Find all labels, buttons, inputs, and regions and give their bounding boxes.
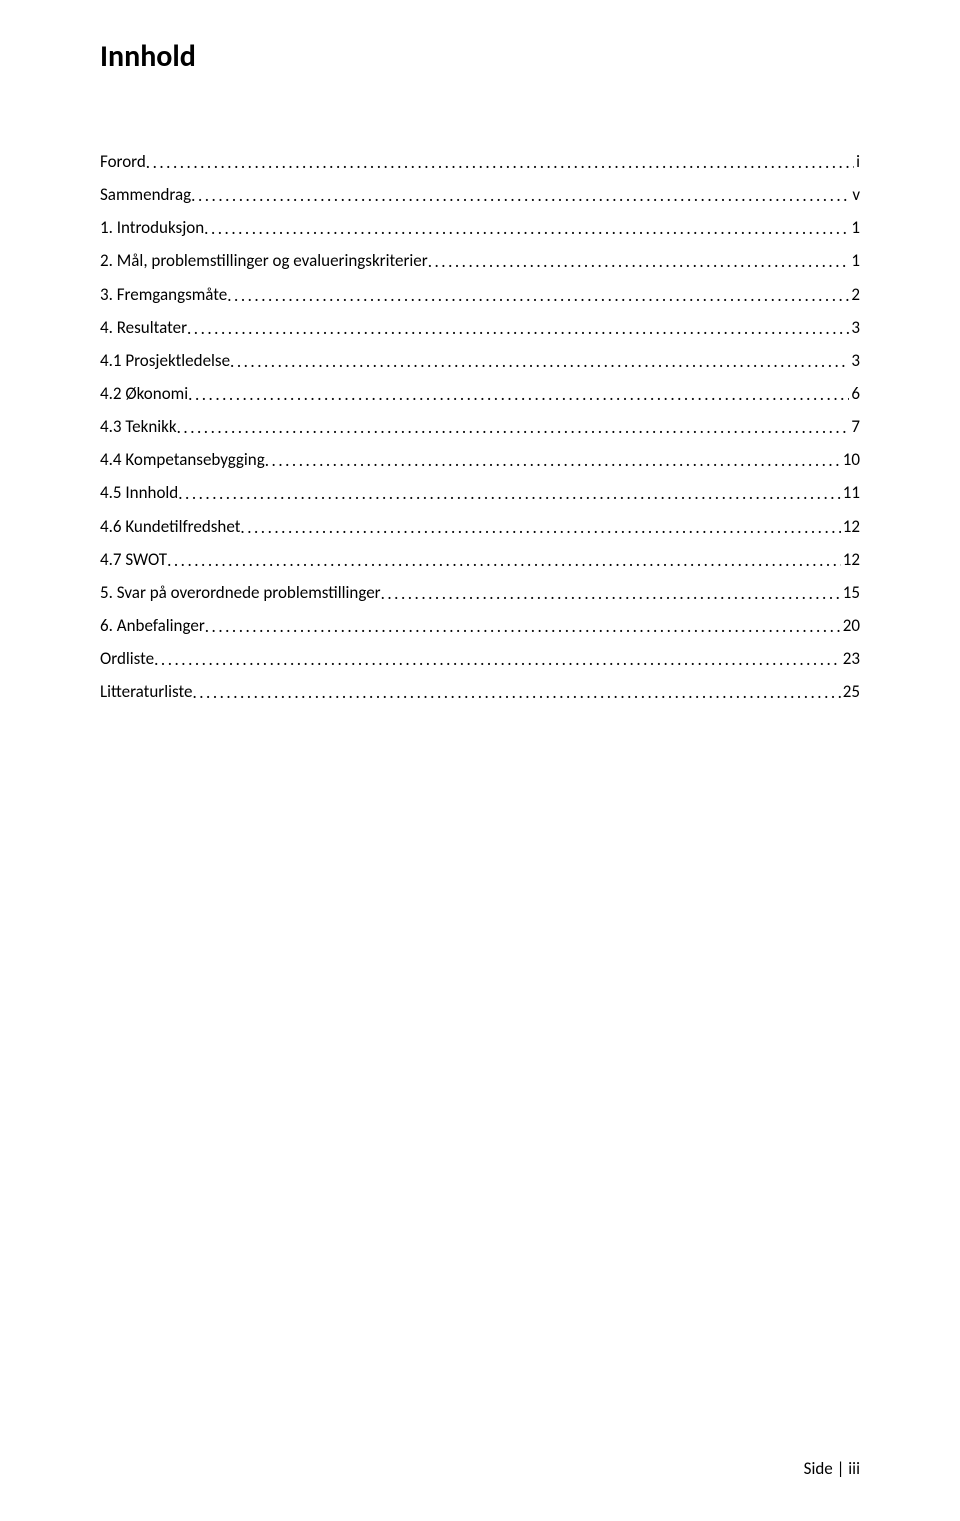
toc-leader-dots [167,544,841,577]
page-footer: Side | iii [804,1458,860,1479]
toc-entry: 1. Introduksjon 1 [100,211,860,244]
toc-entry-label: Ordliste [100,642,154,675]
toc-leader-dots [177,411,850,444]
toc-entry-label: Sammendrag [100,178,191,211]
toc-entry-page: 1 [849,244,860,277]
toc-entry-page: 23 [841,642,860,675]
toc-title: Innhold [100,38,860,75]
toc-entry: Sammendrag v [100,178,860,211]
toc-entry-label: 1. Introduksjon [100,211,204,244]
toc-entry: 4.2 Økonomi 6 [100,377,860,410]
page-container: Innhold Forord i Sammendrag v 1. Introdu… [0,0,960,1521]
toc-leader-dots [154,643,841,676]
toc-leader-dots [428,245,850,278]
toc-entry-page: i [854,145,860,178]
toc-entry-page: 3 [849,311,860,344]
table-of-contents: Forord i Sammendrag v 1. Introduksjon 1 … [100,145,860,708]
toc-leader-dots [187,312,849,345]
toc-leader-dots [178,477,841,510]
toc-entry-page: 7 [849,410,860,443]
toc-entry-label: Forord [100,145,146,178]
toc-entry-page: 3 [849,344,860,377]
toc-entry: 6. Anbefalinger 20 [100,609,860,642]
toc-entry-label: 4.6 Kundetilfredshet [100,510,240,543]
toc-entry: 4.4 Kompetansebygging 10 [100,443,860,476]
toc-entry-label: 4.7 SWOT [100,543,167,576]
toc-entry: 2. Mål, problemstillinger og evaluerings… [100,244,860,277]
toc-entry-label: 5. Svar på overordnede problemstillinger [100,576,381,609]
toc-entry: 4.5 Innhold 11 [100,476,860,509]
toc-entry-page: 20 [841,609,860,642]
toc-entry-page: v [850,178,860,211]
toc-entry: 4.6 Kundetilfredshet 12 [100,510,860,543]
toc-leader-dots [204,212,849,245]
toc-entry-page: 25 [841,675,860,708]
toc-leader-dots [230,345,849,378]
toc-leader-dots [205,610,841,643]
toc-leader-dots [191,179,850,212]
toc-entry-label: 4.5 Innhold [100,476,178,509]
toc-leader-dots [188,378,849,411]
toc-entry-label: Litteraturliste [100,675,192,708]
toc-leader-dots [381,577,841,610]
toc-leader-dots [192,676,840,709]
toc-leader-dots [146,146,854,179]
toc-entry: 4.1 Prosjektledelse 3 [100,344,860,377]
toc-entry: 4.3 Teknikk 7 [100,410,860,443]
toc-entry-label: 3. Fremgangsmåte [100,278,227,311]
toc-entry-page: 10 [841,443,860,476]
toc-leader-dots [227,279,849,312]
toc-entry-label: 2. Mål, problemstillinger og evaluerings… [100,244,428,277]
toc-entry: 3. Fremgangsmåte 2 [100,278,860,311]
toc-entry: Ordliste 23 [100,642,860,675]
toc-entry-page: 2 [849,278,860,311]
toc-entry: 5. Svar på overordnede problemstillinger… [100,576,860,609]
toc-entry: 4. Resultater 3 [100,311,860,344]
toc-entry-page: 15 [841,576,860,609]
footer-prefix: Side | [804,1458,849,1479]
toc-entry-page: 12 [841,543,860,576]
toc-leader-dots [265,444,841,477]
toc-entry-page: 11 [841,476,860,509]
toc-entry: Litteraturliste 25 [100,675,860,708]
toc-entry-label: 6. Anbefalinger [100,609,205,642]
toc-entry: Forord i [100,145,860,178]
toc-entry-label: 4.1 Prosjektledelse [100,344,230,377]
toc-entry-label: 4. Resultater [100,311,187,344]
footer-page-number: iii [848,1458,860,1479]
toc-entry-page: 1 [849,211,860,244]
toc-entry-label: 4.3 Teknikk [100,410,177,443]
toc-entry: 4.7 SWOT 12 [100,543,860,576]
toc-entry-label: 4.2 Økonomi [100,377,188,410]
toc-entry-page: 12 [841,510,860,543]
toc-leader-dots [240,511,840,544]
toc-entry-page: 6 [849,377,860,410]
toc-entry-label: 4.4 Kompetansebygging [100,443,265,476]
